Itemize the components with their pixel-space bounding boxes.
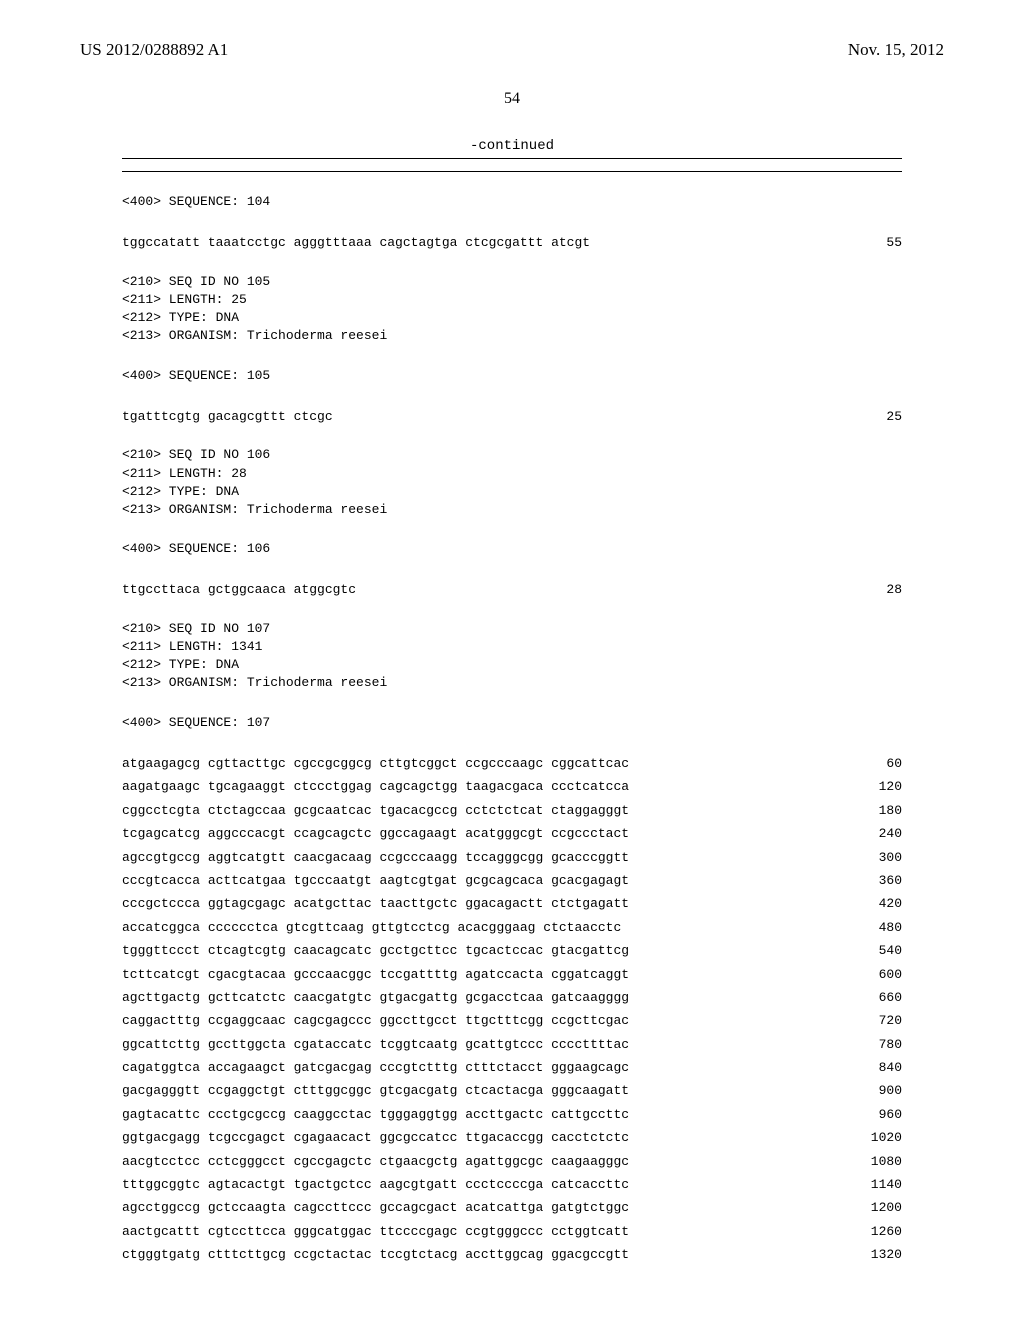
seq-header-104: <400> SEQUENCE: 104	[122, 190, 902, 213]
seq-row: agcttgactg gcttcatctc caacgatgtc gtgacga…	[122, 986, 902, 1009]
pub-number: US 2012/0288892 A1	[80, 40, 228, 60]
seq-row: aagatgaagc tgcagaaggt ctccctggag cagcagc…	[122, 775, 902, 798]
seq-row: cggcctcgta ctctagccaa gcgcaatcac tgacacg…	[122, 799, 902, 822]
seq-row: cagatggtca accagaagct gatcgacgag cccgtct…	[122, 1056, 902, 1079]
divider-top-2	[122, 171, 902, 172]
seq-header-107: <210> SEQ ID NO 107 <211> LENGTH: 1341 <…	[122, 620, 902, 693]
seq-row: ggcattcttg gccttggcta cgataccatc tcggtca…	[122, 1033, 902, 1056]
seq-label-106: <400> SEQUENCE: 106	[122, 537, 902, 560]
seq-row: ttgccttaca gctggcaaca atggcgtc 28	[122, 578, 902, 601]
seq-row: cccgtcacca acttcatgaa tgcccaatgt aagtcgt…	[122, 869, 902, 892]
seq-header-106: <210> SEQ ID NO 106 <211> LENGTH: 28 <21…	[122, 446, 902, 519]
seq-row: caggactttg ccgaggcaac cagcgagccc ggccttg…	[122, 1009, 902, 1032]
seq-row: agccgtgccg aggtcatgtt caacgacaag ccgccca…	[122, 846, 902, 869]
seq-row: cccgctccca ggtagcgagc acatgcttac taacttg…	[122, 892, 902, 915]
continued-label: -continued	[122, 138, 902, 154]
seq-row: tcttcatcgt cgacgtacaa gcccaacggc tccgatt…	[122, 963, 902, 986]
divider-top	[122, 158, 902, 159]
page-container: US 2012/0288892 A1 Nov. 15, 2012 54 -con…	[0, 0, 1024, 1307]
seq-row: ctgggtgatg ctttcttgcg ccgctactac tccgtct…	[122, 1243, 902, 1266]
pub-date: Nov. 15, 2012	[848, 40, 944, 60]
seq-row: ggtgacgagg tcgccgagct cgagaacact ggcgcca…	[122, 1126, 902, 1149]
sequence-listing: -continued <400> SEQUENCE: 104 tggccatat…	[122, 138, 902, 1267]
page-header: US 2012/0288892 A1 Nov. 15, 2012	[80, 40, 944, 60]
seq-row: tttggcggtc agtacactgt tgactgctcc aagcgtg…	[122, 1173, 902, 1196]
seq-row: agcctggccg gctccaagta cagccttccc gccagcg…	[122, 1196, 902, 1219]
seq-row: tgggttccct ctcagtcgtg caacagcatc gcctgct…	[122, 939, 902, 962]
seq-row: aactgcattt cgtccttcca gggcatggac ttccccg…	[122, 1220, 902, 1243]
seq-row: atgaagagcg cgttacttgc cgccgcggcg cttgtcg…	[122, 752, 902, 775]
seq-row: tggccatatt taaatcctgc agggtttaaa cagctag…	[122, 231, 902, 254]
long-sequence: atgaagagcg cgttacttgc cgccgcggcg cttgtcg…	[122, 752, 902, 1267]
seq-header-105: <210> SEQ ID NO 105 <211> LENGTH: 25 <21…	[122, 273, 902, 346]
seq-row: accatcggca cccccctca gtcgttcaag gttgtcct…	[122, 916, 902, 939]
seq-label-105: <400> SEQUENCE: 105	[122, 364, 902, 387]
seq-label-107: <400> SEQUENCE: 107	[122, 711, 902, 734]
seq-row: gacgagggtt ccgaggctgt ctttggcggc gtcgacg…	[122, 1079, 902, 1102]
seq-row: tgatttcgtg gacagcgttt ctcgc 25	[122, 405, 902, 428]
seq-row: tcgagcatcg aggcccacgt ccagcagctc ggccaga…	[122, 822, 902, 845]
seq-row: aacgtcctcc cctcgggcct cgccgagctc ctgaacg…	[122, 1150, 902, 1173]
page-number: 54	[80, 90, 944, 108]
seq-row: gagtacattc ccctgcgccg caaggcctac tgggagg…	[122, 1103, 902, 1126]
